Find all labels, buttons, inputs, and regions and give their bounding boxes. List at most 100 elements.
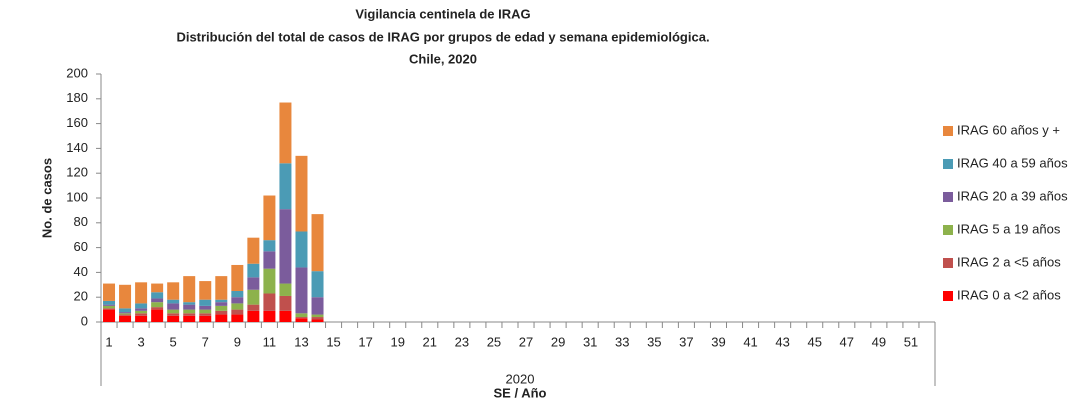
x-tick-label: 11 bbox=[263, 334, 277, 349]
bar-segment bbox=[279, 295, 292, 311]
x-tick-label: 21 bbox=[423, 334, 437, 349]
legend-swatch bbox=[943, 192, 953, 202]
x-tick-label: 45 bbox=[807, 334, 821, 349]
bar-segment bbox=[199, 315, 212, 322]
bar-segment bbox=[119, 312, 132, 314]
bar-segment bbox=[295, 155, 308, 232]
bar-segment bbox=[247, 237, 260, 264]
bar-segment bbox=[167, 309, 180, 314]
bar-segment bbox=[167, 303, 180, 310]
bar-segment bbox=[311, 317, 324, 320]
bar-segment bbox=[295, 313, 308, 318]
y-tick-label: 200 bbox=[66, 65, 88, 80]
x-tick-label: 13 bbox=[294, 334, 308, 349]
x-group-label: 2020 bbox=[506, 371, 535, 386]
bar-segment bbox=[199, 299, 212, 306]
legend-swatch bbox=[943, 291, 953, 301]
legend-label: IRAG 5 a 19 años bbox=[957, 221, 1061, 236]
x-tick-label: 41 bbox=[743, 334, 757, 349]
bar-segment bbox=[183, 304, 196, 310]
bar-segment bbox=[311, 319, 324, 322]
bar-segment bbox=[183, 309, 196, 314]
bar-segment bbox=[247, 277, 260, 290]
x-tick-label: 25 bbox=[487, 334, 501, 349]
bar-segment bbox=[279, 209, 292, 284]
bar-segment bbox=[279, 310, 292, 322]
bar-segment bbox=[183, 313, 196, 316]
bar-segment bbox=[167, 299, 180, 304]
bar-segment bbox=[231, 309, 244, 315]
bar-segment bbox=[151, 302, 164, 308]
y-tick-label: 140 bbox=[66, 140, 88, 155]
bar-segment bbox=[295, 317, 308, 319]
bar-segment bbox=[215, 299, 228, 303]
y-tick-label: 100 bbox=[66, 189, 88, 204]
bar-segment bbox=[199, 281, 212, 300]
x-tick-label: 39 bbox=[711, 334, 725, 349]
bar-segment bbox=[215, 305, 228, 311]
legend-label: IRAG 0 a <2 años bbox=[957, 287, 1061, 302]
bar-segment bbox=[231, 314, 244, 322]
bar-segment bbox=[119, 315, 132, 322]
y-tick-label: 160 bbox=[66, 115, 88, 130]
bar-segment bbox=[103, 308, 116, 310]
bar-segment bbox=[119, 308, 132, 313]
bar-segment bbox=[151, 309, 164, 322]
bar-segment bbox=[119, 314, 132, 316]
bar-segment bbox=[311, 271, 324, 298]
bar-segment bbox=[247, 310, 260, 322]
bar-segment bbox=[263, 195, 276, 241]
bar-segment bbox=[263, 251, 276, 269]
x-tick-label: 37 bbox=[679, 334, 693, 349]
bar-segment bbox=[151, 298, 164, 303]
legend-swatch bbox=[943, 258, 953, 268]
bar-segment bbox=[103, 300, 116, 305]
bar-segment bbox=[311, 297, 324, 315]
y-tick-label: 60 bbox=[74, 239, 88, 254]
y-tick-label: 20 bbox=[74, 289, 88, 304]
bar-segment bbox=[183, 302, 196, 305]
bar-segment bbox=[167, 313, 180, 316]
bar-segment bbox=[231, 297, 244, 304]
x-tick-label: 17 bbox=[358, 334, 372, 349]
bar-segment bbox=[263, 293, 276, 311]
legend-swatch bbox=[943, 159, 953, 169]
bar-segment bbox=[263, 310, 276, 322]
bar-segment bbox=[151, 307, 164, 310]
bar-segment bbox=[279, 283, 292, 296]
bar-segment bbox=[215, 302, 228, 306]
bar-segment bbox=[279, 163, 292, 210]
chart-title: Vigilancia centinela de IRAG bbox=[355, 6, 530, 21]
bar-segment bbox=[263, 240, 276, 252]
bar-segment bbox=[231, 291, 244, 298]
bar-segment bbox=[263, 268, 276, 294]
bar-segment bbox=[103, 305, 116, 309]
legend-swatch bbox=[943, 225, 953, 235]
legend-label: IRAG 40 a 59 años bbox=[957, 155, 1068, 170]
bar-segment bbox=[151, 292, 164, 299]
x-tick-label: 31 bbox=[583, 334, 597, 349]
bar-segment bbox=[119, 284, 132, 309]
bar-segment bbox=[183, 315, 196, 322]
x-tick-label: 29 bbox=[551, 334, 565, 349]
legend-swatch bbox=[943, 126, 953, 136]
x-tick-label: 7 bbox=[202, 334, 209, 349]
bar-segment bbox=[311, 314, 324, 318]
bar-segment bbox=[119, 313, 132, 315]
bar-segment bbox=[295, 267, 308, 314]
y-tick-label: 40 bbox=[74, 264, 88, 279]
y-tick-label: 0 bbox=[81, 313, 88, 328]
bar-segment bbox=[103, 309, 116, 322]
x-tick-label: 49 bbox=[872, 334, 886, 349]
x-tick-label: 5 bbox=[170, 334, 177, 349]
bar-segment bbox=[295, 231, 308, 268]
bar-segment bbox=[135, 308, 148, 311]
bar-segment bbox=[215, 276, 228, 300]
y-axis-label: No. de casos bbox=[39, 158, 54, 238]
bar-segment bbox=[247, 263, 260, 278]
bar-segment bbox=[151, 283, 164, 293]
x-tick-label: 23 bbox=[455, 334, 469, 349]
bar-segment bbox=[199, 309, 212, 314]
bar-segment bbox=[103, 283, 116, 301]
